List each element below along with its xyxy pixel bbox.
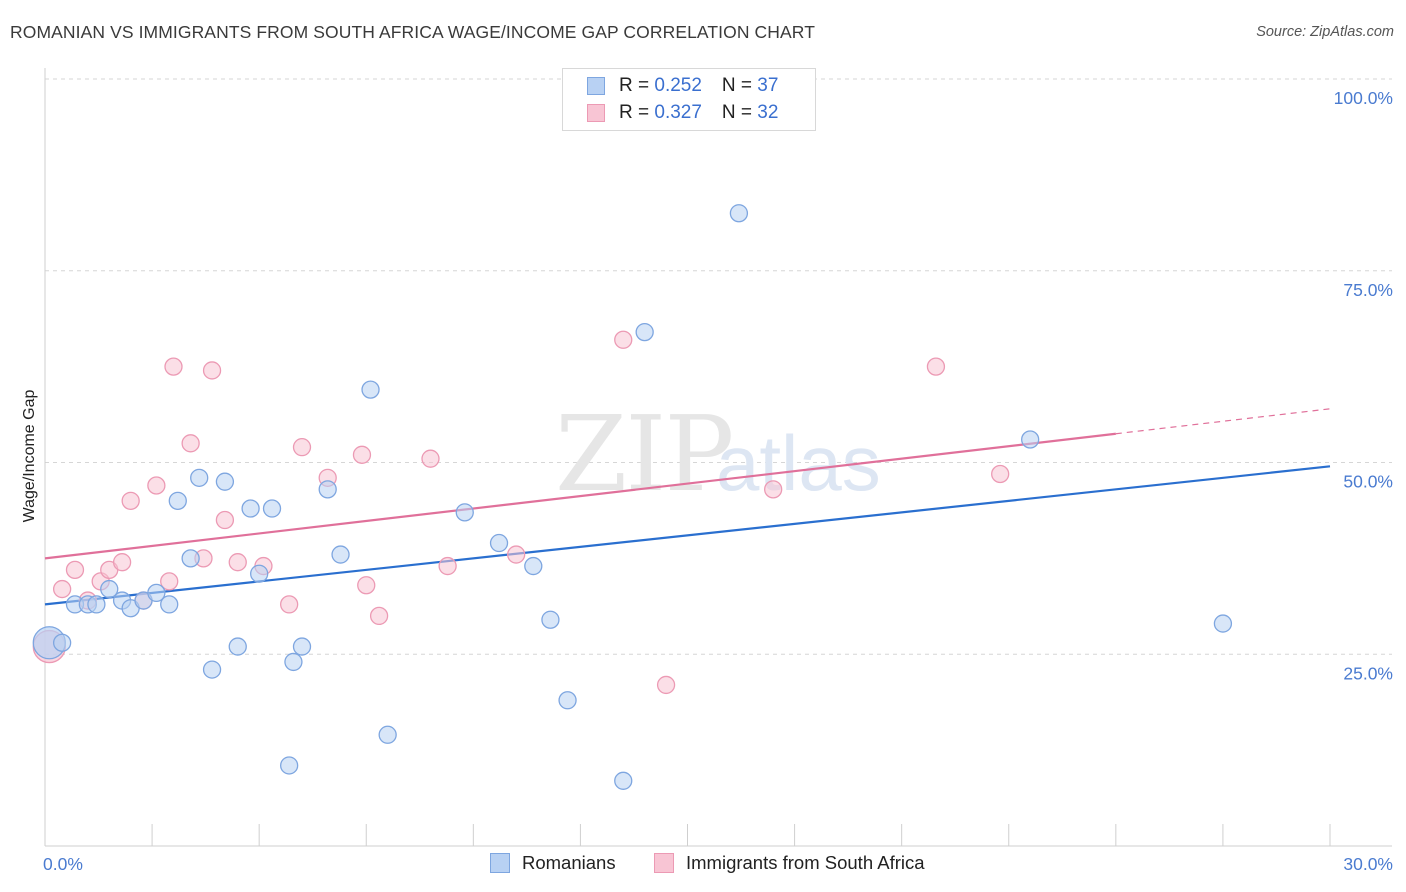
data-point-south-africa xyxy=(52,579,72,599)
data-point-south-africa xyxy=(292,438,312,457)
data-point-romanians xyxy=(541,610,560,629)
data-point-south-africa xyxy=(764,480,783,499)
data-point-south-africa xyxy=(369,606,389,626)
series-swatch-pink xyxy=(654,853,674,873)
legend-swatch-blue xyxy=(587,77,605,95)
data-point-south-africa xyxy=(65,560,85,580)
legend-n-label: N = xyxy=(721,102,758,123)
data-point-romanians xyxy=(87,595,106,614)
tick-label-layer: 25.0% 50.0% 75.0% 100.0% 0.0% 30.0% xyxy=(43,88,1393,874)
data-point-romanians xyxy=(160,595,179,614)
y-tick-label: 25.0% xyxy=(1343,663,1393,683)
data-point-romanians xyxy=(635,322,654,342)
points-layer xyxy=(32,204,1233,790)
data-point-south-africa xyxy=(352,445,372,464)
data-point-romanians xyxy=(262,499,282,518)
data-point-south-africa xyxy=(112,553,132,572)
trend-line-south-africa xyxy=(44,432,1116,560)
data-point-romanians xyxy=(455,503,474,522)
y-axis-label: Wage/Income Gap xyxy=(21,390,38,523)
data-point-romanians xyxy=(1021,430,1040,449)
data-point-romanians xyxy=(279,756,299,775)
y-tick-label: 100.0% xyxy=(1334,88,1393,108)
data-point-south-africa xyxy=(357,576,376,595)
series-label: Immigrants from South Africa xyxy=(686,852,925,873)
data-point-romanians xyxy=(489,533,509,553)
series-swatch-blue xyxy=(490,853,510,873)
y-tick-label: 75.0% xyxy=(1343,280,1393,300)
data-point-romanians xyxy=(100,579,119,599)
chart-source: Source: ZipAtlas.com xyxy=(1256,24,1394,40)
data-point-south-africa xyxy=(656,675,676,695)
x-tick-label: 0.0% xyxy=(43,854,83,874)
chart-title: ROMANIAN VS IMMIGRANTS FROM SOUTH AFRICA… xyxy=(10,22,816,42)
x-tick-label: 30.0% xyxy=(1343,854,1393,874)
data-point-romanians xyxy=(361,380,380,399)
series-label: Romanians xyxy=(522,852,616,873)
data-point-romanians xyxy=(52,633,72,652)
data-point-romanians xyxy=(168,491,187,511)
data-point-romanians xyxy=(228,637,247,656)
legend-n-value: 37 xyxy=(757,75,779,96)
axis-layer xyxy=(44,68,1392,847)
data-point-south-africa xyxy=(279,595,299,614)
watermark-atlas: atlas xyxy=(716,419,881,507)
data-point-romanians xyxy=(614,771,633,790)
data-point-romanians xyxy=(331,545,350,564)
data-point-romanians xyxy=(292,637,312,656)
data-point-romanians xyxy=(524,556,543,576)
grid-layer xyxy=(45,78,1392,655)
watermark: ZIP atlas xyxy=(555,393,881,515)
data-point-romanians xyxy=(181,549,200,568)
data-point-romanians xyxy=(378,725,397,744)
data-point-romanians xyxy=(215,472,235,491)
y-tick-label: 50.0% xyxy=(1343,472,1393,492)
legend-r-label: R = xyxy=(619,75,655,96)
legend-n-label: N = xyxy=(721,75,758,96)
legend-r-value: 0.327 xyxy=(654,102,702,123)
data-point-south-africa xyxy=(614,330,633,349)
data-point-south-africa xyxy=(228,553,247,572)
series-legend-south-africa[interactable]: Immigrants from South Africa xyxy=(654,852,925,874)
data-point-south-africa xyxy=(160,572,179,591)
data-point-romanians xyxy=(558,691,577,710)
series-legend-romanians[interactable]: Romanians xyxy=(490,852,616,874)
data-point-south-africa xyxy=(121,491,140,511)
data-point-romanians xyxy=(318,480,337,499)
data-point-romanians xyxy=(284,652,303,672)
data-point-romanians xyxy=(190,468,209,487)
legend-r-label: R = xyxy=(619,102,655,123)
series-legend: Romanians Immigrants from South Africa xyxy=(0,852,1406,878)
data-point-south-africa xyxy=(991,464,1010,484)
legend-r-value: 0.252 xyxy=(654,75,702,96)
data-point-south-africa xyxy=(215,510,235,530)
data-point-romanians xyxy=(147,583,166,603)
legend-row-south-africa: R = 0.327 N = 32 xyxy=(587,101,778,125)
data-point-romanians xyxy=(202,660,222,679)
legend-row-romanians: R = 0.252 N = 37 xyxy=(587,74,778,98)
data-point-south-africa xyxy=(147,476,166,495)
trend-line-dashed-south-africa xyxy=(1115,408,1331,435)
data-point-south-africa xyxy=(164,357,183,376)
data-point-romanians xyxy=(729,204,749,223)
data-point-south-africa xyxy=(181,434,200,453)
data-point-romanians xyxy=(241,499,260,518)
data-point-south-africa xyxy=(421,449,440,468)
data-point-south-africa xyxy=(202,361,222,380)
correlation-legend: R = 0.252 N = 37 R = 0.327 N = 32 xyxy=(562,68,816,131)
data-point-south-africa xyxy=(438,556,457,576)
data-point-romanians xyxy=(250,564,269,583)
data-point-romanians xyxy=(1213,614,1233,633)
data-point-south-africa xyxy=(507,545,526,564)
data-point-south-africa xyxy=(926,357,946,376)
legend-swatch-pink xyxy=(587,104,605,122)
legend-n-value: 32 xyxy=(757,102,779,123)
